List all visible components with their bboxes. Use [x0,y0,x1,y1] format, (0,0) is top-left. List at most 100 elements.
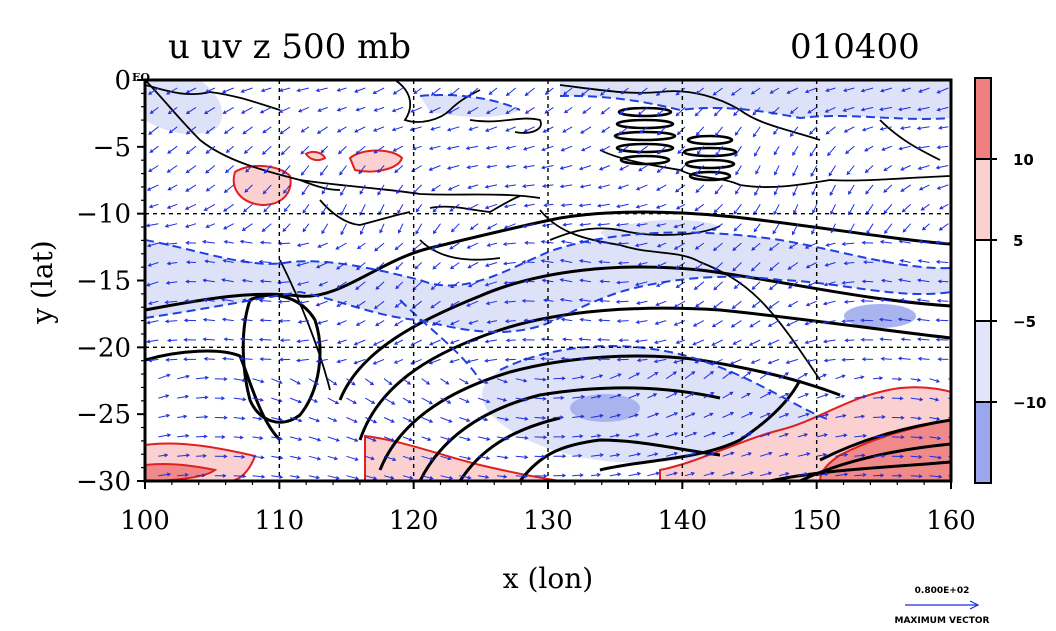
wind-vector [402,417,413,423]
wind-vector [767,320,780,327]
wind-vector [242,298,253,303]
wind-vector [597,318,610,323]
y-tick-label: −30 [76,467,131,497]
wind-vector [185,165,197,174]
wind-vector [203,356,215,361]
geopotential-contours [145,210,951,481]
wind-vector [277,261,291,266]
wind-vector [804,339,817,345]
wind-vector [841,357,855,362]
wind-vector [935,259,949,264]
wind-vector [534,415,547,420]
wind-vector [383,475,395,480]
wind-vector [609,373,622,380]
x-tick-label: 100 [120,506,170,536]
wind-vector [279,338,291,343]
wind-vector [447,106,460,114]
wind-vector [203,298,215,303]
wind-vector [715,165,724,176]
wind-vector [277,299,291,304]
wind-vector [579,278,592,283]
wind-vector [572,414,585,419]
wind-vector [647,371,659,380]
wind-vector [521,260,535,265]
wind-vector [240,106,253,114]
wind-vector [372,126,385,132]
wind-vector [221,317,234,322]
wind-vector [466,300,479,307]
wind-vector [327,378,338,386]
wind-vector [450,281,460,289]
wind-vector [534,435,548,440]
y-axis-label: y (lat) [26,240,59,324]
wind-vector [712,223,723,231]
wind-vector [449,358,460,364]
wind-vector [346,378,356,386]
wind-vector [918,87,930,93]
wind-vector [590,453,604,458]
wind-vector [753,223,761,233]
wind-vector [910,397,924,402]
wind-vector [579,222,592,227]
wind-vector [402,378,412,385]
wind-vector [788,242,799,249]
wind-vector [327,475,340,480]
wind-vector [167,106,178,115]
wind-vector [734,126,742,136]
wind-vector [372,358,385,365]
wind-vector [523,126,535,133]
wind-vector [164,319,178,324]
wind-vector [773,145,780,156]
wind-vector [394,242,404,251]
wind-vector [177,472,189,477]
wind-vector [515,435,529,440]
wind-vector [637,145,648,155]
wind-vector [634,339,648,344]
wind-vector [597,184,610,190]
wind-vector [221,278,234,283]
wind-vector [486,223,498,230]
wind-vector [560,356,573,361]
colorbar-label: −10 [1013,394,1046,412]
wind-vector [829,184,836,197]
wind-vector [263,203,272,213]
y-tick-label: −5 [93,133,131,163]
wind-vector [168,126,178,134]
wind-vector [712,300,723,309]
wind-vector [810,165,818,178]
wind-vector [760,471,773,477]
wind-vector [372,339,385,346]
wind-vector [375,281,385,290]
wind-vector [715,145,724,157]
wind-vector [373,300,385,310]
wind-vector [394,165,404,174]
wind-vector [713,107,723,117]
x-tick-label: 130 [523,506,573,536]
wind-vector [816,433,828,438]
wind-vector [336,106,347,112]
wind-vector [862,260,874,265]
wind-vector [590,472,602,477]
wind-vector [917,165,930,170]
wind-vector [505,164,516,169]
wind-vector [891,454,905,459]
wind-vector [296,281,310,286]
wind-vector [628,433,640,438]
wind-vector [239,239,253,244]
wind-vector [752,126,761,138]
wind-vector [373,106,385,112]
wind-vector [467,184,479,190]
wind-vector [522,223,535,229]
wind-vector [880,356,892,361]
wind-vector [695,87,705,95]
wind-vector [158,433,172,438]
wind-vector [797,393,810,399]
wind-vector [346,455,359,461]
wind-vector [666,432,679,438]
wind-vector [711,339,723,346]
wind-vector [177,433,190,438]
wind-vector [466,165,479,170]
wind-vector [673,300,686,308]
wind-vector [166,165,178,173]
wind-vector [854,472,867,477]
